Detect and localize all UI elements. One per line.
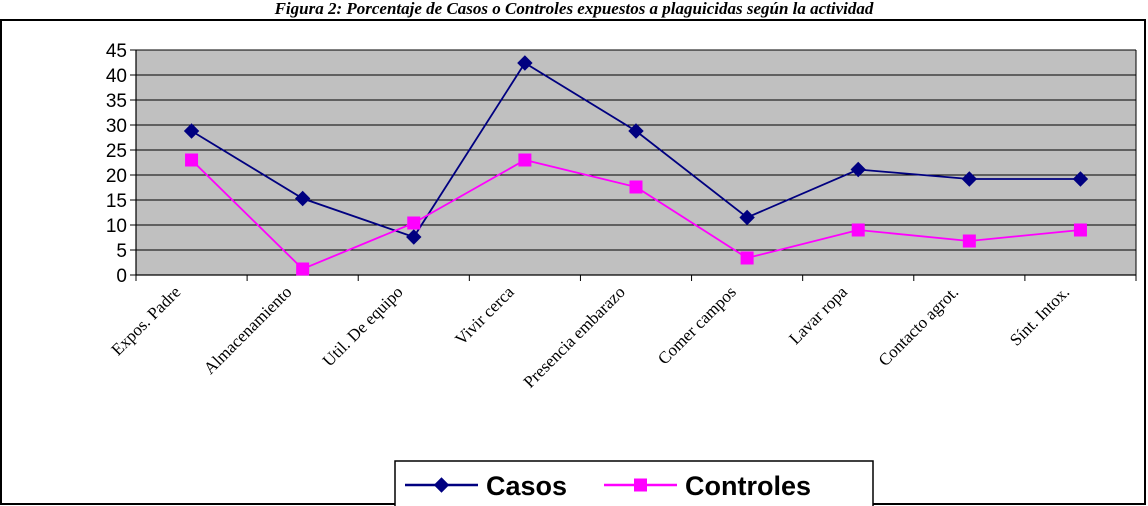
y-tick-label-1: 5 — [116, 241, 127, 262]
point-controles-4 — [629, 180, 643, 194]
point-casos-1 — [294, 190, 311, 207]
point-controles-8 — [1073, 223, 1087, 237]
y-tick-label-4: 20 — [106, 166, 127, 187]
point-casos-3 — [517, 55, 533, 71]
point-casos-2 — [406, 229, 422, 245]
point-casos-5 — [739, 209, 755, 226]
y-tick-label-3: 15 — [106, 191, 127, 212]
point-controles-1 — [296, 262, 310, 276]
point-controles-5 — [740, 251, 754, 265]
y-axis-ticks: 0 5 10 15 20 25 30 35 40 45 — [106, 41, 127, 287]
point-casos-4 — [628, 123, 644, 139]
chart-title: Figura 2: Porcentaje de Casos o Controle… — [274, 0, 874, 18]
point-casos-0 — [183, 123, 200, 139]
y-tick-label-9: 45 — [106, 41, 127, 62]
legend-label-controles: Controles — [685, 471, 811, 501]
point-controles-2 — [407, 216, 421, 230]
point-casos-6 — [850, 161, 866, 178]
legend-marker-controles — [634, 478, 647, 492]
y-tick-label-2: 10 — [106, 216, 127, 237]
point-controles-3 — [518, 153, 532, 167]
point-casos-7 — [961, 171, 978, 187]
legend-marker-casos — [433, 477, 450, 493]
point-controles-6 — [851, 223, 865, 237]
plot-area — [136, 50, 1136, 275]
point-casos-8 — [1072, 171, 1089, 187]
series-casos — [183, 55, 1089, 245]
y-tick-label-5: 25 — [106, 141, 127, 162]
series-controles — [185, 153, 1087, 276]
y-tick-label-0: 0 — [116, 266, 127, 287]
y-tick-label-8: 40 — [106, 66, 127, 87]
series-group — [183, 55, 1089, 276]
legend: Casos Controles — [394, 460, 874, 506]
legend-label-casos: Casos — [486, 471, 567, 501]
point-controles-0 — [185, 153, 199, 167]
point-controles-7 — [962, 234, 976, 248]
y-tick-label-6: 30 — [106, 116, 127, 137]
y-tick-label-7: 35 — [106, 91, 127, 112]
